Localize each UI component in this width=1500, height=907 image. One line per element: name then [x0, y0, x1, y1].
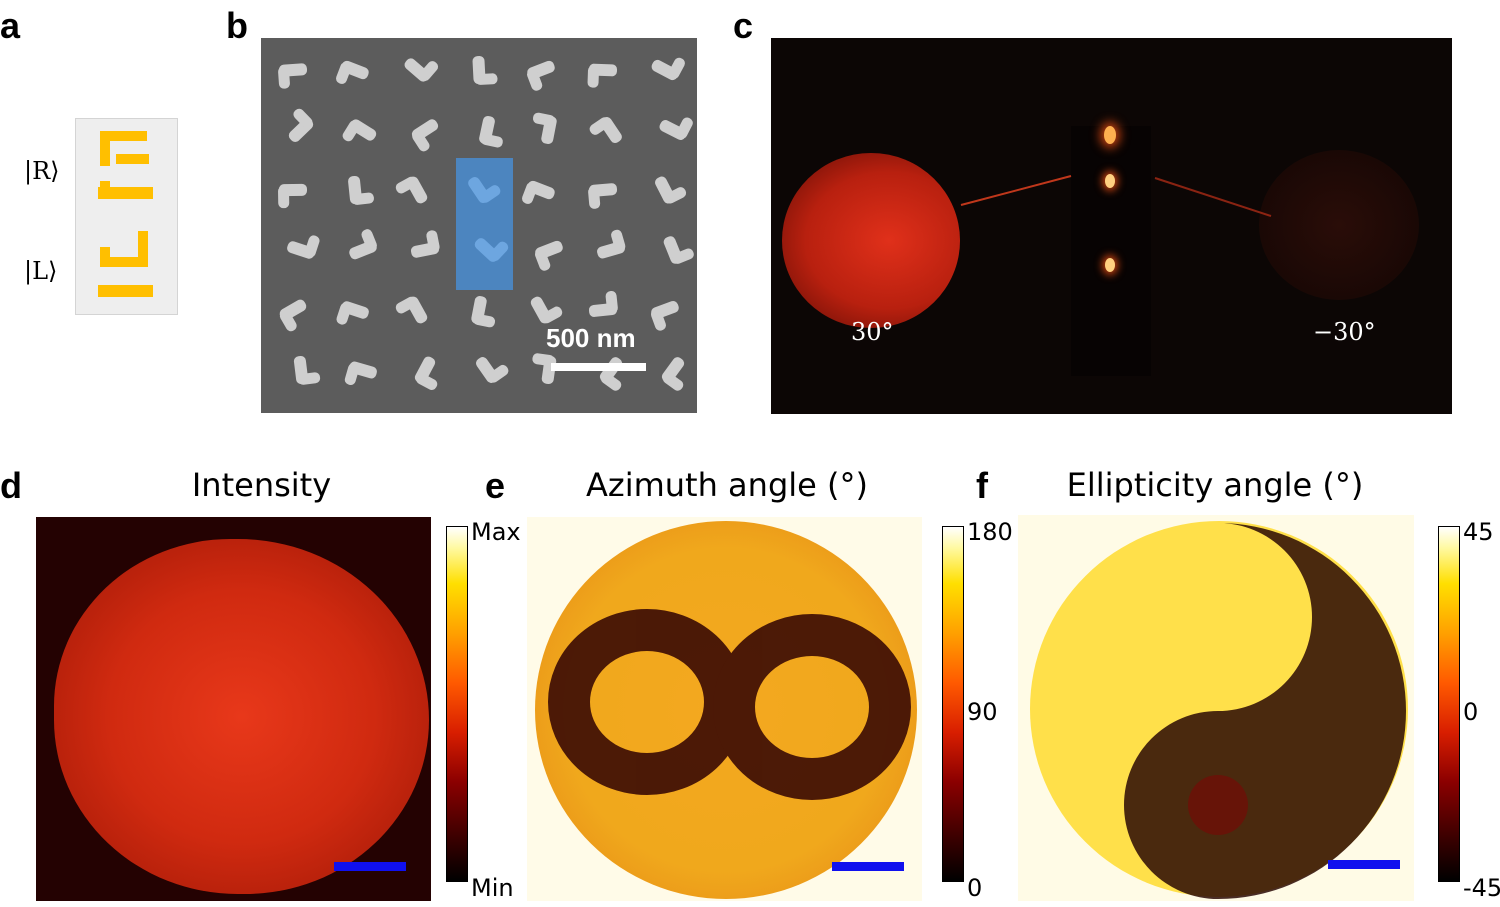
- scale-bar-e: [832, 862, 904, 871]
- ket-l-label: |L⟩: [24, 257, 58, 285]
- unit-cell-diagram: [75, 118, 178, 315]
- panel-letter-f: f: [976, 465, 988, 506]
- panel-letter-b: b: [226, 5, 248, 46]
- yin-yang-pattern: [1124, 523, 1406, 899]
- colorbar-f-mid: 0: [1463, 698, 1479, 726]
- far-field-photo: 30° −30°: [771, 38, 1452, 414]
- scale-bar-d: [334, 862, 406, 871]
- azimuth-map: [527, 517, 922, 901]
- panel-letter-d: d: [0, 465, 22, 506]
- nanobrick-l: [98, 231, 153, 297]
- panel-f-title: Ellipticity angle (°): [1066, 466, 1364, 504]
- colorbar-e-top: 180: [967, 518, 1013, 546]
- colorbar-e-bottom: 0: [967, 874, 983, 902]
- spot-plus-30: [782, 153, 960, 328]
- panel-letter-a: a: [0, 5, 21, 46]
- panel-letter-c: c: [733, 5, 754, 46]
- zero-order-spot-mid: [1105, 174, 1115, 188]
- colorbar-e-mid: 90: [967, 698, 998, 726]
- zero-order-spot-bottom: [1105, 258, 1115, 272]
- zero-order-spot-top: [1104, 126, 1116, 144]
- angle-label-minus: −30°: [1313, 318, 1376, 346]
- nanobrick-icons: [98, 131, 153, 297]
- colorbar-d: [446, 526, 468, 882]
- scale-bar-f: [1328, 860, 1400, 869]
- colorbar-f: [1438, 526, 1460, 882]
- colorbar-e: [942, 526, 964, 882]
- panel-e-title: Azimuth angle (°): [586, 466, 868, 504]
- diffraction-lines: [960, 175, 1272, 217]
- sem-image: 500 nm: [261, 38, 697, 413]
- colorbar-d-max: Max: [471, 518, 521, 546]
- sem-scale-label: 500 nm: [546, 323, 636, 353]
- intensity-spot: [54, 539, 429, 894]
- nanobrick-r: [98, 131, 153, 199]
- angle-label-plus: 30°: [851, 318, 894, 346]
- ellipticity-map: [1018, 515, 1414, 901]
- colorbar-f-top: 45: [1463, 518, 1494, 546]
- panel-letter-e: e: [485, 465, 506, 506]
- ket-r-label: |R⟩: [24, 157, 60, 185]
- colorbar-d-min: Min: [471, 874, 514, 902]
- sem-nanostructures: [278, 55, 694, 391]
- spot-minus-30: [1259, 150, 1419, 300]
- unit-cell-highlight: [456, 158, 513, 290]
- center-beam-column: [1071, 126, 1151, 376]
- colorbar-f-bottom: -45: [1463, 874, 1500, 902]
- panel-d-title: Intensity: [191, 466, 332, 504]
- infinity-pattern: [548, 609, 911, 800]
- intensity-map: [36, 517, 431, 901]
- sem-scale-bar: [551, 363, 646, 371]
